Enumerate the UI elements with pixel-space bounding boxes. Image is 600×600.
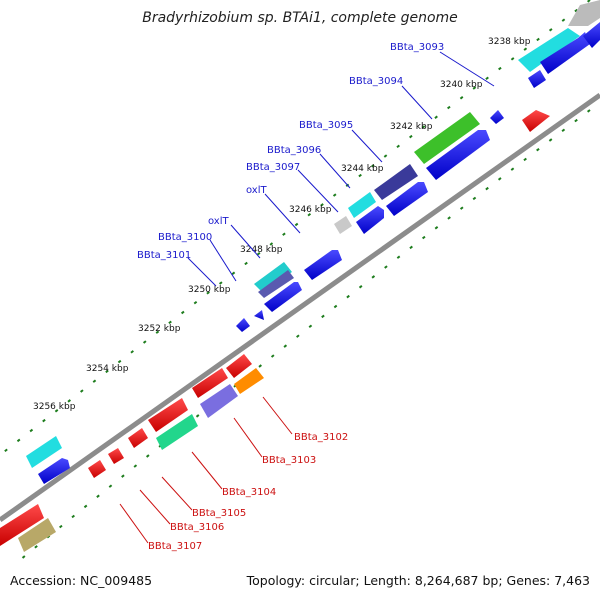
gene-arrow[interactable] [128, 428, 148, 448]
gene-arrow[interactable] [386, 182, 428, 216]
gene-label-oxlt-1[interactable]: oxlT [246, 185, 268, 196]
tick-label-3246: 3246 kbp [289, 205, 332, 215]
gene-arrow[interactable] [226, 354, 252, 378]
genome-title: Bradyrhizobium sp. BTAi1, complete genom… [142, 10, 458, 26]
gene-arrow[interactable] [156, 414, 198, 450]
gene-arrow[interactable] [334, 216, 352, 234]
tick-tracks [0, 0, 591, 561]
topology-text: Topology: circular; Length: 8,264,687 bp… [246, 573, 590, 588]
gene-label-bbta-3107[interactable]: BBta_3107 [148, 541, 202, 552]
tick-label-3238: 3238 kbp [488, 37, 531, 47]
gene-arrow[interactable] [426, 130, 490, 180]
gene-arrow[interactable] [18, 518, 56, 552]
forward-leaders [187, 51, 495, 287]
accession-text: Accession: NC_009485 [10, 573, 153, 588]
reverse-leaders [119, 396, 293, 544]
gene-arrow[interactable] [0, 504, 44, 546]
reverse-genes [0, 110, 550, 552]
tick-label-3240: 3240 kbp [440, 80, 483, 90]
gene-arrow[interactable] [414, 112, 480, 164]
gene-arrow[interactable] [518, 28, 580, 72]
tick-label-3256: 3256 kbp [33, 402, 76, 412]
gene-arrow[interactable] [254, 262, 292, 292]
gene-arrow[interactable] [258, 270, 294, 298]
gene-arrow[interactable] [583, 22, 600, 48]
gene-arrow[interactable] [88, 460, 106, 478]
gene-arrow[interactable] [200, 384, 238, 418]
gene-arrow[interactable] [192, 368, 228, 398]
gene-label-bbta-3105[interactable]: BBta_3105 [192, 508, 246, 519]
gene-arrow[interactable] [38, 458, 70, 484]
tick-label-3250: 3250 kbp [188, 285, 231, 295]
gene-label-bbta-3102[interactable]: BBta_3102 [294, 432, 348, 443]
gene-arrow[interactable] [264, 282, 302, 312]
gene-label-bbta-3096[interactable]: BBta_3096 [267, 145, 321, 156]
gene-arrow[interactable] [540, 32, 590, 74]
gene-label-oxlt-2[interactable]: oxlT [208, 216, 230, 227]
tick-label-3244: 3244 kbp [341, 164, 384, 174]
gene-label-bbta-3103[interactable]: BBta_3103 [262, 455, 316, 466]
gene-label-bbta-3097[interactable]: BBta_3097 [246, 162, 300, 173]
tick-label-3242: 3242 kbp [390, 122, 433, 132]
genome-backbone [0, 92, 600, 523]
gene-arrow[interactable] [236, 318, 250, 332]
gene-label-bbta-3095[interactable]: BBta_3095 [299, 120, 353, 131]
gene-arrow[interactable] [348, 192, 376, 218]
gene-label-bbta-3104[interactable]: BBta_3104 [222, 487, 276, 498]
tick-label-3254: 3254 kbp [86, 364, 129, 374]
tick-label-3252: 3252 kbp [138, 324, 181, 334]
gene-arrow[interactable] [234, 368, 264, 394]
gene-label-bbta-3106[interactable]: BBta_3106 [170, 522, 224, 533]
tick-label-3248: 3248 kbp [240, 245, 283, 255]
forward-genes [26, 0, 600, 484]
gene-arrow[interactable] [356, 206, 384, 234]
gene-arrow[interactable] [490, 110, 504, 124]
gene-arrow[interactable] [528, 70, 546, 88]
gene-label-bbta-3101[interactable]: BBta_3101 [137, 250, 191, 261]
gene-arrow[interactable] [304, 250, 342, 280]
gene-label-bbta-3094[interactable]: BBta_3094 [349, 76, 403, 87]
gene-arrow[interactable] [148, 398, 188, 432]
gene-arrow[interactable] [108, 448, 124, 464]
gene-arrow[interactable] [26, 436, 62, 468]
gene-arrow[interactable] [374, 164, 418, 200]
gene-label-bbta-3093[interactable]: BBta_3093 [390, 42, 444, 53]
gene-label-bbta-3100[interactable]: BBta_3100 [158, 232, 212, 243]
gene-arrow[interactable] [568, 0, 600, 26]
gene-arrow[interactable] [522, 110, 550, 132]
gene-arrow[interactable] [254, 310, 264, 320]
